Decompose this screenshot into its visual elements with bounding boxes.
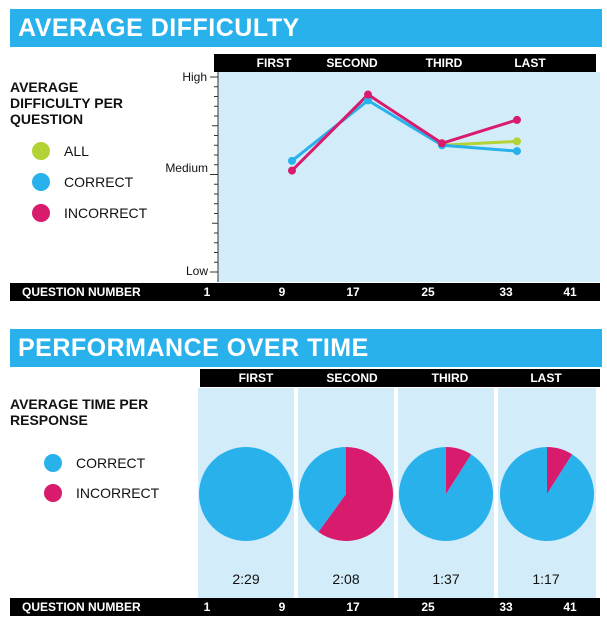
legend-label-all: ALL: [64, 143, 89, 159]
legend-item-correct: CORRECT: [44, 453, 145, 473]
pie-third: [399, 447, 493, 541]
y-label-medium: Medium: [165, 161, 208, 175]
question-number: 1: [203, 285, 211, 299]
difficulty-subtitle: AVERAGE DIFFICULTY PER QUESTION: [10, 79, 123, 127]
performance-subtitle-line: AVERAGE TIME PER: [10, 396, 149, 412]
difficulty-subtitle-line: QUESTION: [10, 111, 84, 127]
legend-item-correct: CORRECT: [32, 172, 133, 192]
y-axis-ticks: [210, 76, 218, 273]
legend-dot-correct: [44, 454, 62, 472]
pie-slice-incorrect: [547, 447, 573, 494]
performance-title: PERFORMANCE OVER TIME: [18, 334, 369, 362]
quarter-label-first: FIRST: [238, 371, 274, 385]
pie-time-first: 2:29: [232, 571, 260, 587]
question-number-label: QUESTION NUMBER: [22, 285, 141, 299]
quarter-label-last: LAST: [530, 371, 562, 385]
quarter-label-first: FIRST: [256, 56, 292, 70]
difficulty-question-number-bar: QUESTION NUMBER 1 9 17 25 33 41: [10, 283, 600, 301]
performance-subtitle-line: RESPONSE: [10, 412, 88, 428]
question-number: 25: [421, 600, 435, 614]
pie-time-last: 1:17: [532, 571, 560, 587]
legend-label-incorrect: INCORRECT: [76, 485, 160, 501]
question-number: 17: [346, 600, 360, 614]
y-label-low: Low: [185, 264, 208, 278]
pie-slice-correct: [399, 447, 493, 541]
difficulty-subtitle-line: AVERAGE: [10, 79, 79, 95]
quarter-label-second: SECOND: [326, 371, 378, 385]
legend-dot-all: [32, 142, 50, 160]
question-number: 17: [346, 285, 360, 299]
y-label-high: High: [182, 70, 207, 84]
pie-second: [299, 447, 393, 541]
question-number: 33: [499, 600, 513, 614]
performance-quarter-header: FIRST SECOND THIRD LAST: [200, 369, 600, 387]
series-line-all: [441, 139, 518, 147]
question-number-label: QUESTION NUMBER: [22, 600, 141, 614]
series-point-correct: [364, 96, 372, 105]
quarter-label-last: LAST: [514, 56, 546, 70]
performance-subtitle: AVERAGE TIME PER RESPONSE: [10, 396, 148, 428]
legend-label-correct: CORRECT: [76, 455, 146, 471]
legend-item-incorrect: INCORRECT: [32, 203, 147, 223]
pie-slice-incorrect: [446, 447, 472, 494]
quarter-label-third: THIRD: [425, 56, 463, 70]
performance-pie-charts: [199, 447, 594, 541]
series-point-all: [513, 137, 521, 146]
series-line-incorrect: [290, 93, 518, 172]
legend-dot-incorrect: [32, 204, 50, 222]
series-points: [288, 90, 521, 175]
performance-banner: PERFORMANCE OVER TIME: [10, 329, 602, 367]
series-point-incorrect: [438, 139, 446, 148]
question-number: 33: [499, 285, 513, 299]
quarter-label-second: SECOND: [326, 56, 378, 70]
difficulty-title: AVERAGE DIFFICULTY: [18, 14, 300, 42]
pie-last: [499, 447, 594, 541]
question-number: 41: [563, 600, 577, 614]
question-number: 9: [278, 285, 286, 299]
series-lines: [290, 93, 518, 172]
pie-time-third: 1:37: [432, 571, 460, 587]
series-point-correct: [513, 147, 521, 156]
difficulty-banner: AVERAGE DIFFICULTY: [10, 9, 602, 47]
question-number: 9: [278, 600, 286, 614]
plot-background: [218, 72, 600, 282]
series-point-incorrect: [364, 90, 372, 99]
legend-item-incorrect: INCORRECT: [44, 483, 159, 503]
difficulty-quarter-header: FIRST SECOND THIRD LAST: [214, 54, 596, 72]
legend-label-correct: CORRECT: [64, 174, 134, 190]
question-number: 1: [203, 600, 211, 614]
pie-slice-incorrect: [318, 447, 393, 541]
series-point-incorrect: [513, 115, 521, 124]
pie-slice-correct: [199, 447, 293, 541]
series-point-incorrect: [288, 166, 296, 175]
series-point-correct: [288, 156, 296, 165]
difficulty-subtitle-line: DIFFICULTY PER: [10, 95, 124, 111]
legend-dot-correct: [32, 173, 50, 191]
legend-item-all: ALL: [32, 141, 89, 161]
pie-first: [199, 447, 293, 541]
question-number: 41: [563, 285, 577, 299]
legend-label-incorrect: INCORRECT: [64, 205, 148, 221]
pie-slice-correct: [499, 447, 594, 541]
difficulty-line-chart: [210, 72, 600, 282]
legend-dot-incorrect: [44, 484, 62, 502]
performance-question-number-bar: QUESTION NUMBER 1 9 17 25 33 41: [10, 598, 600, 616]
pie-time-second: 2:08: [332, 571, 360, 587]
quarter-label-third: THIRD: [431, 371, 469, 385]
pie-slice-correct: [299, 447, 346, 533]
question-number: 25: [421, 285, 435, 299]
